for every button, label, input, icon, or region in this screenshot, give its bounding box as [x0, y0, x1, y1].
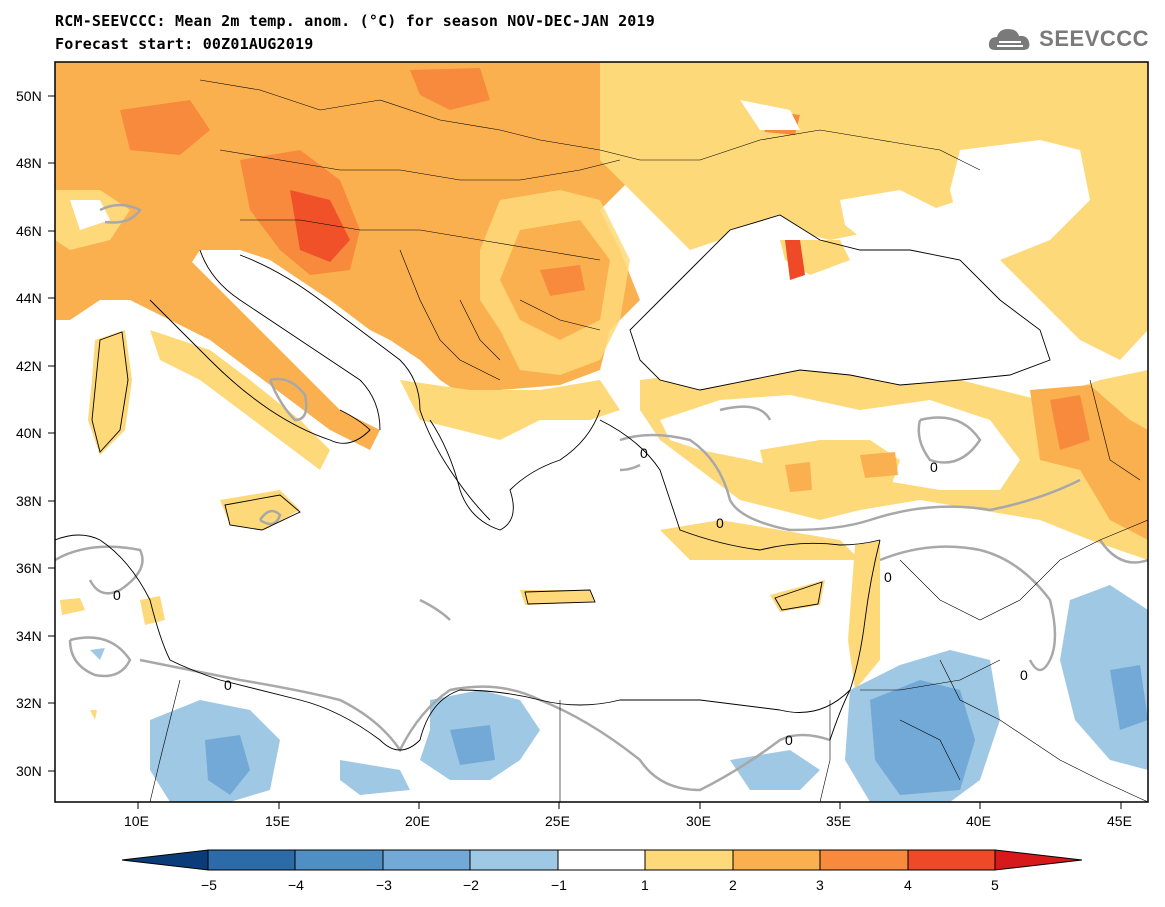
colorbar-cell	[121, 849, 209, 871]
colorbar-label: 4	[904, 877, 912, 893]
lat-label: 34N	[16, 628, 42, 644]
map-field: 0 0 0 0 0 0 0 0	[55, 62, 1148, 802]
colorbar-cell	[732, 849, 821, 871]
lon-label: 40E	[966, 813, 991, 829]
colorbar-cell	[557, 849, 646, 871]
borders	[149, 79, 1148, 802]
lon-label: 20E	[405, 813, 430, 829]
contour-label-0: 0	[785, 732, 793, 748]
lat-label: 30N	[16, 763, 42, 779]
colorbar-cell	[907, 849, 996, 871]
lon-label: 10E	[124, 813, 149, 829]
contour-label-0: 0	[113, 587, 121, 603]
map-frame	[54, 61, 1149, 803]
logo-text: SEEVCCC	[1039, 26, 1149, 51]
colorbar-label: −3	[376, 877, 392, 893]
longitude-axis: 10E 15E 20E 25E 30E 35E 40E 45E	[124, 802, 1132, 829]
lon-label: 30E	[686, 813, 711, 829]
seevccc-logo: SEEVCCC	[987, 24, 1149, 54]
forecast-start-label: Forecast start: 00Z01AUG2019	[55, 35, 314, 53]
colorbar-label: 2	[729, 877, 737, 893]
colorbar-label: −4	[288, 877, 304, 893]
lon-label: 35E	[826, 813, 851, 829]
black-sea	[630, 215, 1050, 390]
contour-label-0: 0	[640, 445, 648, 461]
colorbar-label: −1	[551, 877, 567, 893]
lat-label: 40N	[16, 425, 42, 441]
zero-contours	[55, 203, 1148, 792]
lat-label: 44N	[16, 290, 42, 306]
colorbar: −5 −4 −3 −2 −1 1 2 3 4 5	[121, 849, 1083, 893]
colorbar-label: −5	[201, 877, 217, 893]
colorbar-cell	[644, 849, 734, 871]
contour-label-0: 0	[224, 677, 232, 693]
colorbar-label: 1	[641, 877, 649, 893]
lat-label: 38N	[16, 493, 42, 509]
colorbar-cell	[469, 849, 559, 871]
lat-label: 36N	[16, 560, 42, 576]
colorbar-cell	[819, 849, 909, 871]
colorbar-label: −2	[463, 877, 479, 893]
lat-label: 42N	[16, 358, 42, 374]
colorbar-label: 3	[816, 877, 824, 893]
colorbar-cell	[994, 849, 1083, 871]
lat-label: 46N	[16, 223, 42, 239]
map-title: RCM-SEEVCCC: Mean 2m temp. anom. (°C) fo…	[55, 12, 655, 30]
colorbar-cell	[382, 849, 471, 871]
coastlines	[55, 214, 1051, 751]
cloud-logo-icon	[989, 29, 1030, 50]
lat-label: 32N	[16, 695, 42, 711]
latitude-axis: 50N 48N 46N 44N 42N 40N 38N 36N 34N 32N …	[16, 88, 55, 779]
contour-label-0: 0	[884, 569, 892, 585]
lon-label: 45E	[1107, 813, 1132, 829]
lat-label: 48N	[16, 155, 42, 171]
colorbar-cell	[294, 849, 384, 871]
lat-label: 50N	[16, 88, 42, 104]
colorbar-label: 5	[991, 877, 999, 893]
contour-label-0: 0	[716, 515, 724, 531]
lon-label: 15E	[265, 813, 290, 829]
colorbar-cell	[207, 849, 296, 871]
contour-label-0: 0	[930, 459, 938, 475]
contour-label-0: 0	[1020, 667, 1028, 683]
lon-label: 25E	[545, 813, 570, 829]
